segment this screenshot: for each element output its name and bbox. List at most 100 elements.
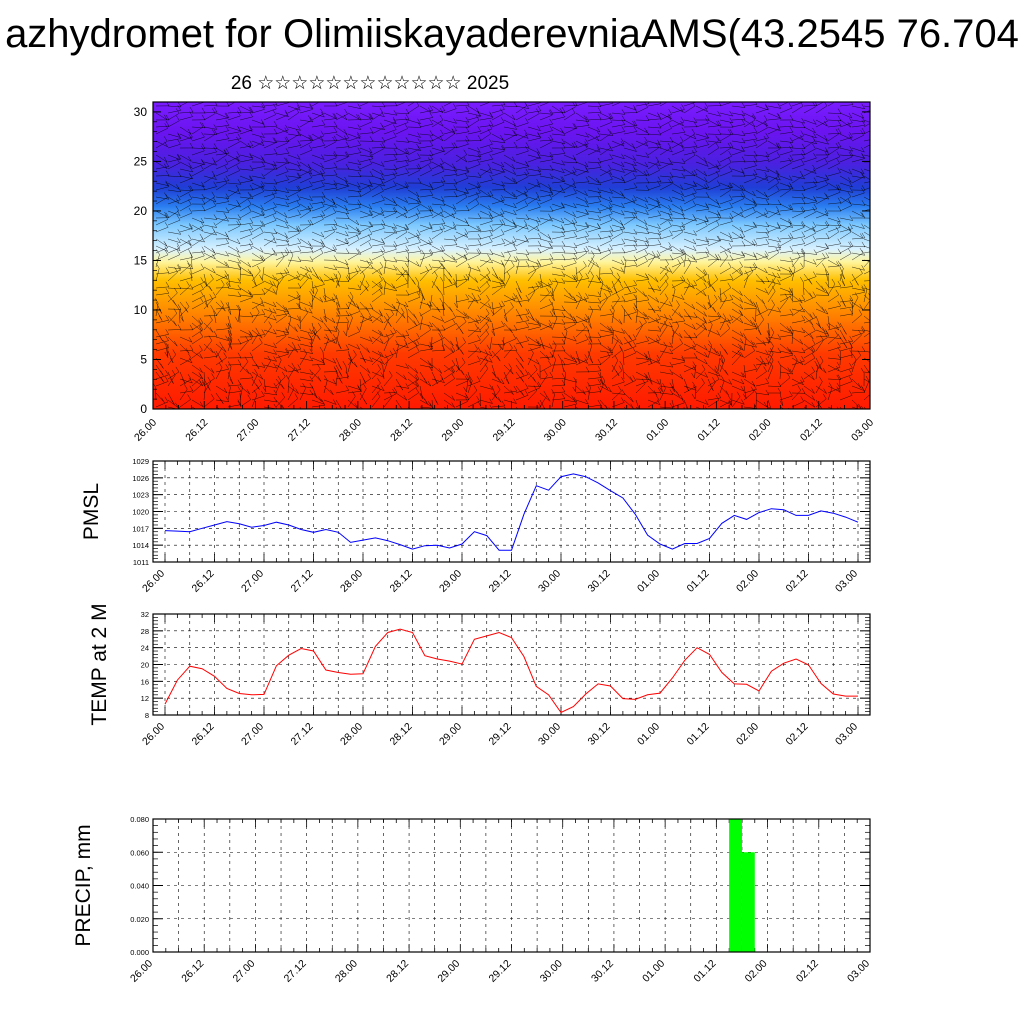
- wind-barb: [179, 257, 193, 261]
- wind-barb: [377, 364, 381, 370]
- wind-barb: [821, 285, 825, 291]
- wind-barb: [299, 185, 313, 191]
- wind-barb: [333, 127, 338, 133]
- wind-barb: [595, 177, 600, 184]
- wind-barb: [165, 369, 169, 376]
- wind-barb: [705, 132, 709, 139]
- wind-barb: [765, 349, 769, 355]
- wind-barb: [671, 308, 683, 318]
- wind-barb: [419, 268, 433, 275]
- wind-barb: [727, 142, 732, 149]
- wind-barb: [789, 96, 792, 101]
- wind-barb: [155, 197, 168, 205]
- wind-barb: [440, 276, 444, 283]
- wind-barb: [739, 331, 744, 337]
- wind-barb: [537, 233, 542, 239]
- wind-barb: [512, 120, 516, 126]
- wind-barb: [515, 374, 529, 380]
- wind-barb: [164, 192, 168, 198]
- wind-barb: [436, 307, 441, 313]
- wind-barb: [515, 189, 528, 197]
- wind-barb: [549, 154, 553, 160]
- wind-barb: [691, 150, 696, 156]
- wind-barb: [599, 121, 613, 128]
- wind-barb: [668, 113, 672, 120]
- wind-barb: [633, 307, 637, 313]
- wind-barb: [179, 371, 186, 384]
- wind-barb: [239, 364, 250, 375]
- wind-barb: [719, 385, 730, 396]
- wind-barb: [657, 285, 661, 291]
- wind-barb: [275, 102, 289, 107]
- wind-barb: [609, 327, 613, 333]
- wind-barb: [620, 141, 625, 147]
- wind-barb: [239, 392, 242, 406]
- wind-barb: [395, 335, 409, 338]
- wind-barb: [563, 280, 577, 283]
- wind-barb: [525, 308, 530, 314]
- wind-barb: [419, 364, 433, 368]
- wind-barb: [429, 105, 433, 111]
- wind-barb: [307, 219, 312, 226]
- wind-barb: [623, 298, 637, 303]
- wind-barb: [811, 374, 815, 381]
- wind-barb: [743, 315, 754, 326]
- wind-barb: [155, 219, 168, 226]
- wind-barb: [215, 183, 228, 191]
- wind-barb: [191, 217, 205, 224]
- wind-barb: [611, 143, 625, 149]
- wind-barb: [611, 181, 625, 184]
- wind-barb: [849, 281, 854, 287]
- wind-barb: [281, 383, 285, 390]
- wind-barb: [765, 337, 770, 343]
- wind-barb: [633, 229, 638, 235]
- wind-barb: [392, 227, 396, 233]
- wind-barb: [695, 107, 708, 114]
- wind-barb: [815, 245, 829, 249]
- wind-barb: [803, 208, 817, 212]
- wind-barb: [585, 222, 589, 228]
- wind-barb: [404, 197, 408, 203]
- wind-barb: [655, 156, 659, 162]
- wind-barb: [188, 199, 192, 205]
- wind-barb: [314, 285, 318, 291]
- wind-barb: [452, 221, 457, 227]
- wind-barb: [537, 260, 542, 267]
- wind-barb: [467, 339, 481, 345]
- wind-barb: [335, 154, 349, 157]
- wind-barb: [863, 245, 870, 249]
- wind-barb: [729, 129, 734, 135]
- wind-barb: [518, 287, 522, 293]
- wind-barb: [609, 201, 613, 208]
- wind-barb: [527, 265, 541, 268]
- wind-barb: [693, 332, 698, 339]
- wind-barb: [393, 154, 397, 160]
- wind-barb: [335, 224, 349, 230]
- wind-barb: [623, 210, 637, 214]
- wind-barb: [731, 287, 743, 296]
- wind-barb: [741, 114, 746, 120]
- wind-barb: [225, 250, 229, 257]
- wind-barb: [575, 235, 589, 240]
- wind-barb: [488, 123, 493, 129]
- wind-barb: [681, 222, 686, 228]
- wind-barb: [719, 134, 732, 142]
- wind-barb: [584, 161, 589, 167]
- wind-barb: [335, 294, 341, 308]
- wind-barb: [753, 200, 758, 206]
- wind-barb: [177, 263, 182, 270]
- wind-barb: [707, 219, 720, 226]
- wind-barb: [621, 119, 625, 125]
- wind-barb: [155, 140, 168, 148]
- wind-barb: [287, 346, 296, 359]
- wind-barb: [597, 187, 601, 193]
- wind-barb: [287, 161, 301, 167]
- wind-barb: [717, 254, 722, 260]
- wind-barb: [467, 147, 481, 153]
- wind-barb: [283, 310, 287, 316]
- wind-barb: [728, 379, 733, 385]
- wind-barb: [848, 134, 852, 140]
- wind-barb: [465, 187, 469, 193]
- wind-barb: [599, 178, 613, 184]
- wind-barb: [165, 335, 169, 341]
